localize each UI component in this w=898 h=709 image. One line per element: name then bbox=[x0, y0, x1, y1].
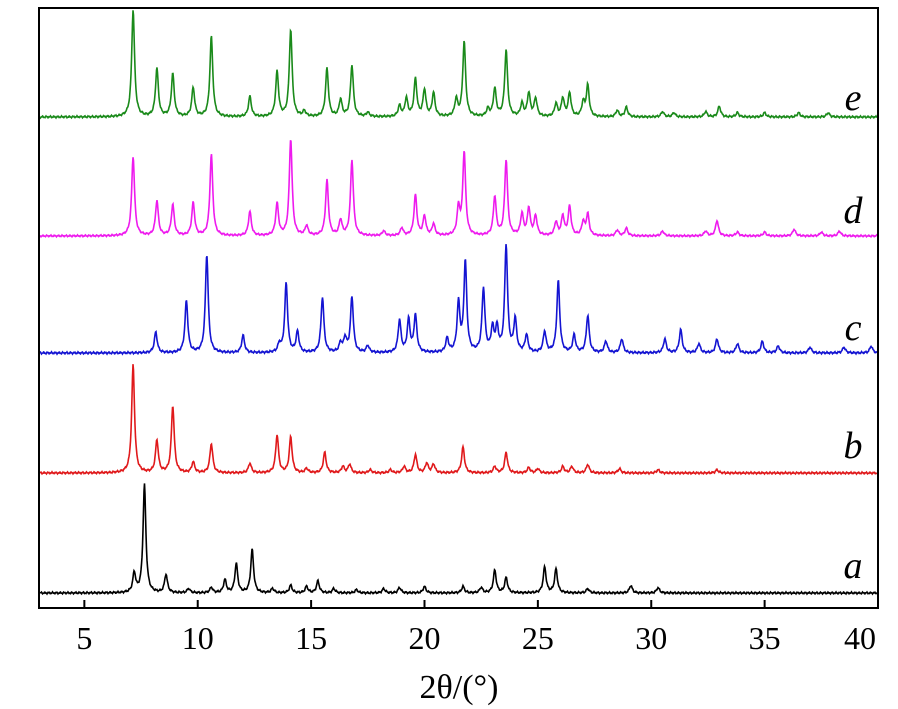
series-label-b: b bbox=[844, 425, 863, 467]
series-label-a: a bbox=[844, 545, 863, 587]
series-line-d bbox=[39, 139, 878, 239]
x-tick-label-10: 10 bbox=[182, 620, 214, 656]
x-axis-ticks bbox=[83, 600, 879, 608]
traces bbox=[39, 10, 878, 596]
x-axis-tick-labels: 5 10 15 20 25 30 35 40 bbox=[76, 620, 876, 656]
x-tick-label-25: 25 bbox=[522, 620, 554, 656]
x-tick-label-30: 30 bbox=[635, 620, 667, 656]
series-line-c bbox=[39, 244, 878, 356]
x-axis-title: 2θ/(°) bbox=[420, 669, 499, 706]
x-tick-label-15: 15 bbox=[295, 620, 327, 656]
plot-frame bbox=[38, 7, 879, 609]
x-tick-label-20: 20 bbox=[408, 620, 440, 656]
x-tick-label-35: 35 bbox=[749, 620, 781, 656]
series-line-b bbox=[39, 364, 878, 476]
series-line-e bbox=[39, 10, 878, 120]
series-label-c: c bbox=[845, 307, 862, 349]
series-label-d: d bbox=[844, 190, 864, 232]
x-tick-label-5: 5 bbox=[76, 620, 92, 656]
series-line-a bbox=[39, 483, 878, 596]
series-label-e: e bbox=[845, 77, 862, 119]
x-tick-label-40: 40 bbox=[844, 620, 876, 656]
series-labels: a b c d e bbox=[844, 77, 864, 587]
